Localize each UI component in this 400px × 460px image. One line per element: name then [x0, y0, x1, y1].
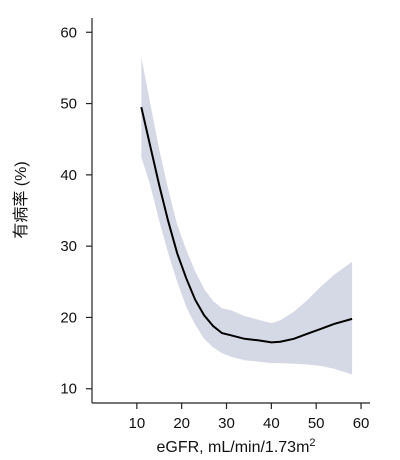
- y-tick-label: 40: [60, 167, 77, 184]
- y-tick-label: 50: [60, 96, 77, 113]
- x-ticks: 10 20 30 40 50 60: [128, 403, 369, 432]
- x-axis-title-main: eGFR, mL/min/1.73m: [156, 439, 309, 456]
- x-tick-label: 60: [353, 415, 370, 432]
- x-tick-label: 20: [173, 415, 190, 432]
- y-tick-label: 10: [60, 381, 77, 398]
- y-ticks: 10 20 30 40 50 60: [60, 24, 92, 398]
- y-axis-title: 有病率 (%): [12, 161, 30, 238]
- x-axis-title-superscript: 2: [309, 437, 315, 449]
- x-tick-label: 50: [308, 415, 325, 432]
- x-tick-label: 30: [218, 415, 235, 432]
- y-tick-label: 30: [60, 238, 77, 255]
- y-tick-label: 20: [60, 309, 77, 326]
- confidence-band: [141, 57, 353, 375]
- y-tick-label: 60: [60, 24, 77, 41]
- x-tick-label: 10: [128, 415, 145, 432]
- x-tick-label: 40: [263, 415, 280, 432]
- x-axis-title: eGFR, mL/min/1.73m2: [156, 437, 315, 456]
- prevalence-line: [140, 106, 353, 344]
